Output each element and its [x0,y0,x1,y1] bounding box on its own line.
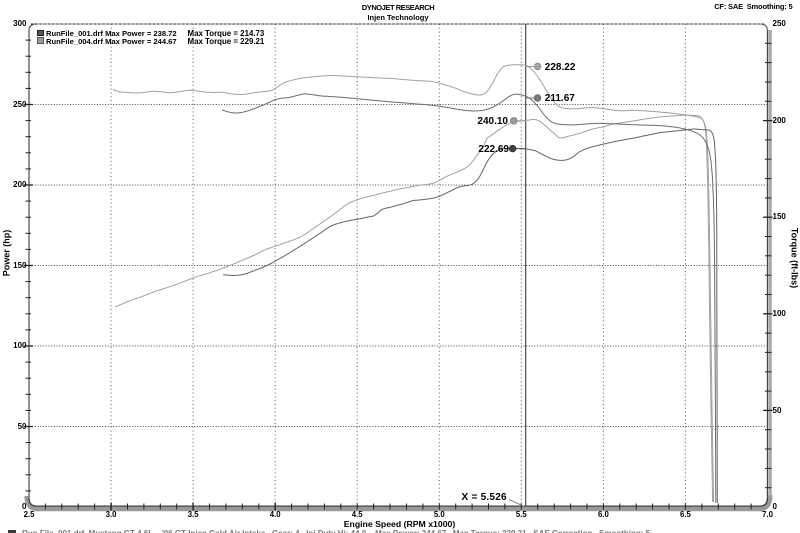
svg-text:Torque (ft-lbs): Torque (ft-lbs) [790,228,800,288]
svg-text:Power (hp): Power (hp) [2,230,12,277]
